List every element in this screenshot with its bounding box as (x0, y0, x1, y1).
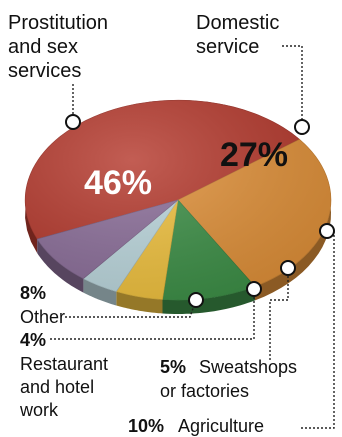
value-label-sweatshops-or-factories: 5% (160, 357, 186, 377)
category-label-restaurant-and-hotel-work: work (19, 400, 59, 420)
category-label-sweatshops-or-factories: Sweatshops (199, 357, 297, 377)
category-label-restaurant-and-hotel-work: Restaurant (20, 354, 108, 374)
value-label-restaurant-and-hotel-work: 4% (20, 330, 46, 350)
leader-dot-sweatshops-or-factories (281, 261, 295, 275)
category-label-restaurant-and-hotel-work: and hotel (20, 377, 94, 397)
leader-dot-prostitution-and-sex-services (66, 115, 80, 129)
category-label-domestic-service: Domestic (196, 12, 279, 34)
category-label-other: Other (20, 307, 65, 327)
category-label-prostitution-and-sex-services: and sex (8, 36, 78, 58)
category-label-sweatshops-or-factories: or factories (160, 381, 249, 401)
leader-dot-domestic-service (295, 120, 309, 134)
value-label-prostitution-and-sex-services: 46% (84, 164, 152, 202)
leader-dot-restaurant-and-hotel-work (247, 282, 261, 296)
value-label-domestic-service: 27% (220, 136, 288, 174)
category-label-agriculture: Agriculture (178, 416, 264, 436)
value-label-other: 8% (20, 283, 46, 303)
category-label-prostitution-and-sex-services: services (8, 60, 81, 82)
value-label-agriculture: 10% (128, 416, 164, 436)
leader-dot-agriculture (320, 224, 334, 238)
category-label-domestic-service: service (196, 36, 259, 58)
leader-domestic-service (282, 46, 302, 127)
category-label-prostitution-and-sex-services: Prostitution (8, 12, 108, 34)
leader-dot-other (189, 293, 203, 307)
